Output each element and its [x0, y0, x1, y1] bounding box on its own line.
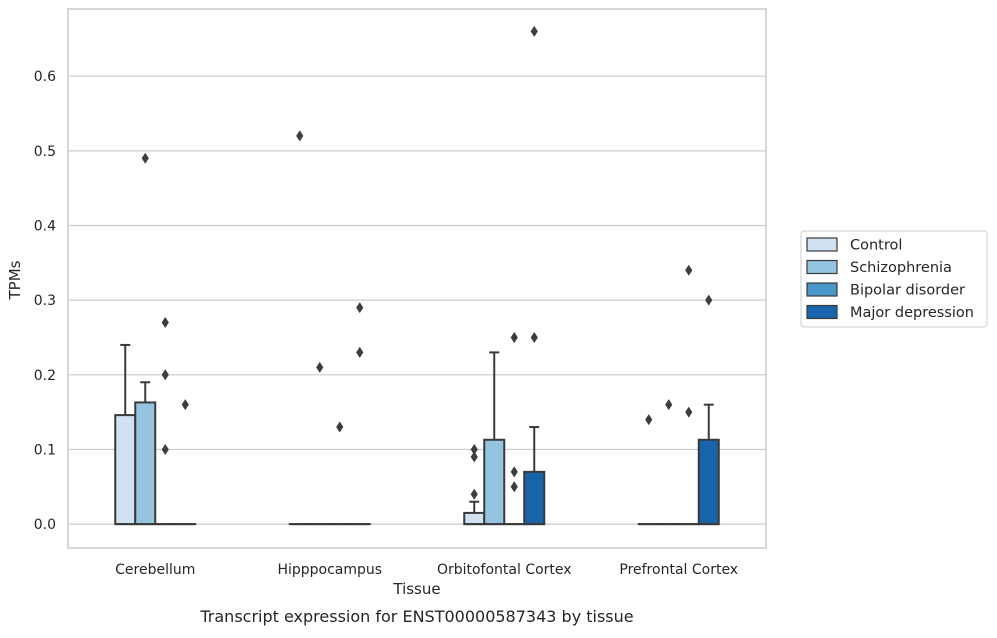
chart-caption: Transcript expression for ENST0000058734… [199, 607, 633, 626]
legend-label: Major depression [850, 305, 974, 321]
box-rect [135, 402, 155, 524]
y-tick-label: 0.5 [34, 144, 56, 160]
y-tick-label: 0.3 [34, 293, 56, 309]
x-tick-label: Prefrontal Cortex [619, 562, 738, 578]
legend-swatch [807, 238, 837, 251]
legend-label: Bipolar disorder [850, 283, 965, 299]
box-rect [484, 440, 504, 524]
legend-swatch [807, 306, 837, 319]
legend-label: Schizophrenia [850, 260, 952, 276]
x-tick-label: Hipppocampus [277, 562, 382, 578]
box-rect [524, 472, 544, 524]
legend-label: Control [850, 238, 902, 254]
y-axis-label: TPMs [6, 260, 24, 300]
y-tick-label: 0.4 [34, 218, 56, 234]
legend-swatch [807, 261, 837, 274]
x-axis-label: Tissue [392, 580, 440, 598]
legend: Control Schizophrenia Bipolar disorder Majo… [801, 231, 987, 327]
y-tick-label: 0.1 [34, 442, 56, 458]
box-rect [699, 440, 719, 524]
x-tick-label: Cerebellum [115, 562, 195, 578]
y-tick-label: 0.0 [34, 517, 56, 533]
x-tick-label: Orbitofontal Cortex [437, 562, 572, 578]
legend-swatch [807, 283, 837, 296]
box-rect [115, 415, 135, 524]
y-tick-label: 0.2 [34, 368, 56, 384]
box-rect [464, 513, 484, 524]
y-tick-label: 0.6 [34, 69, 56, 85]
